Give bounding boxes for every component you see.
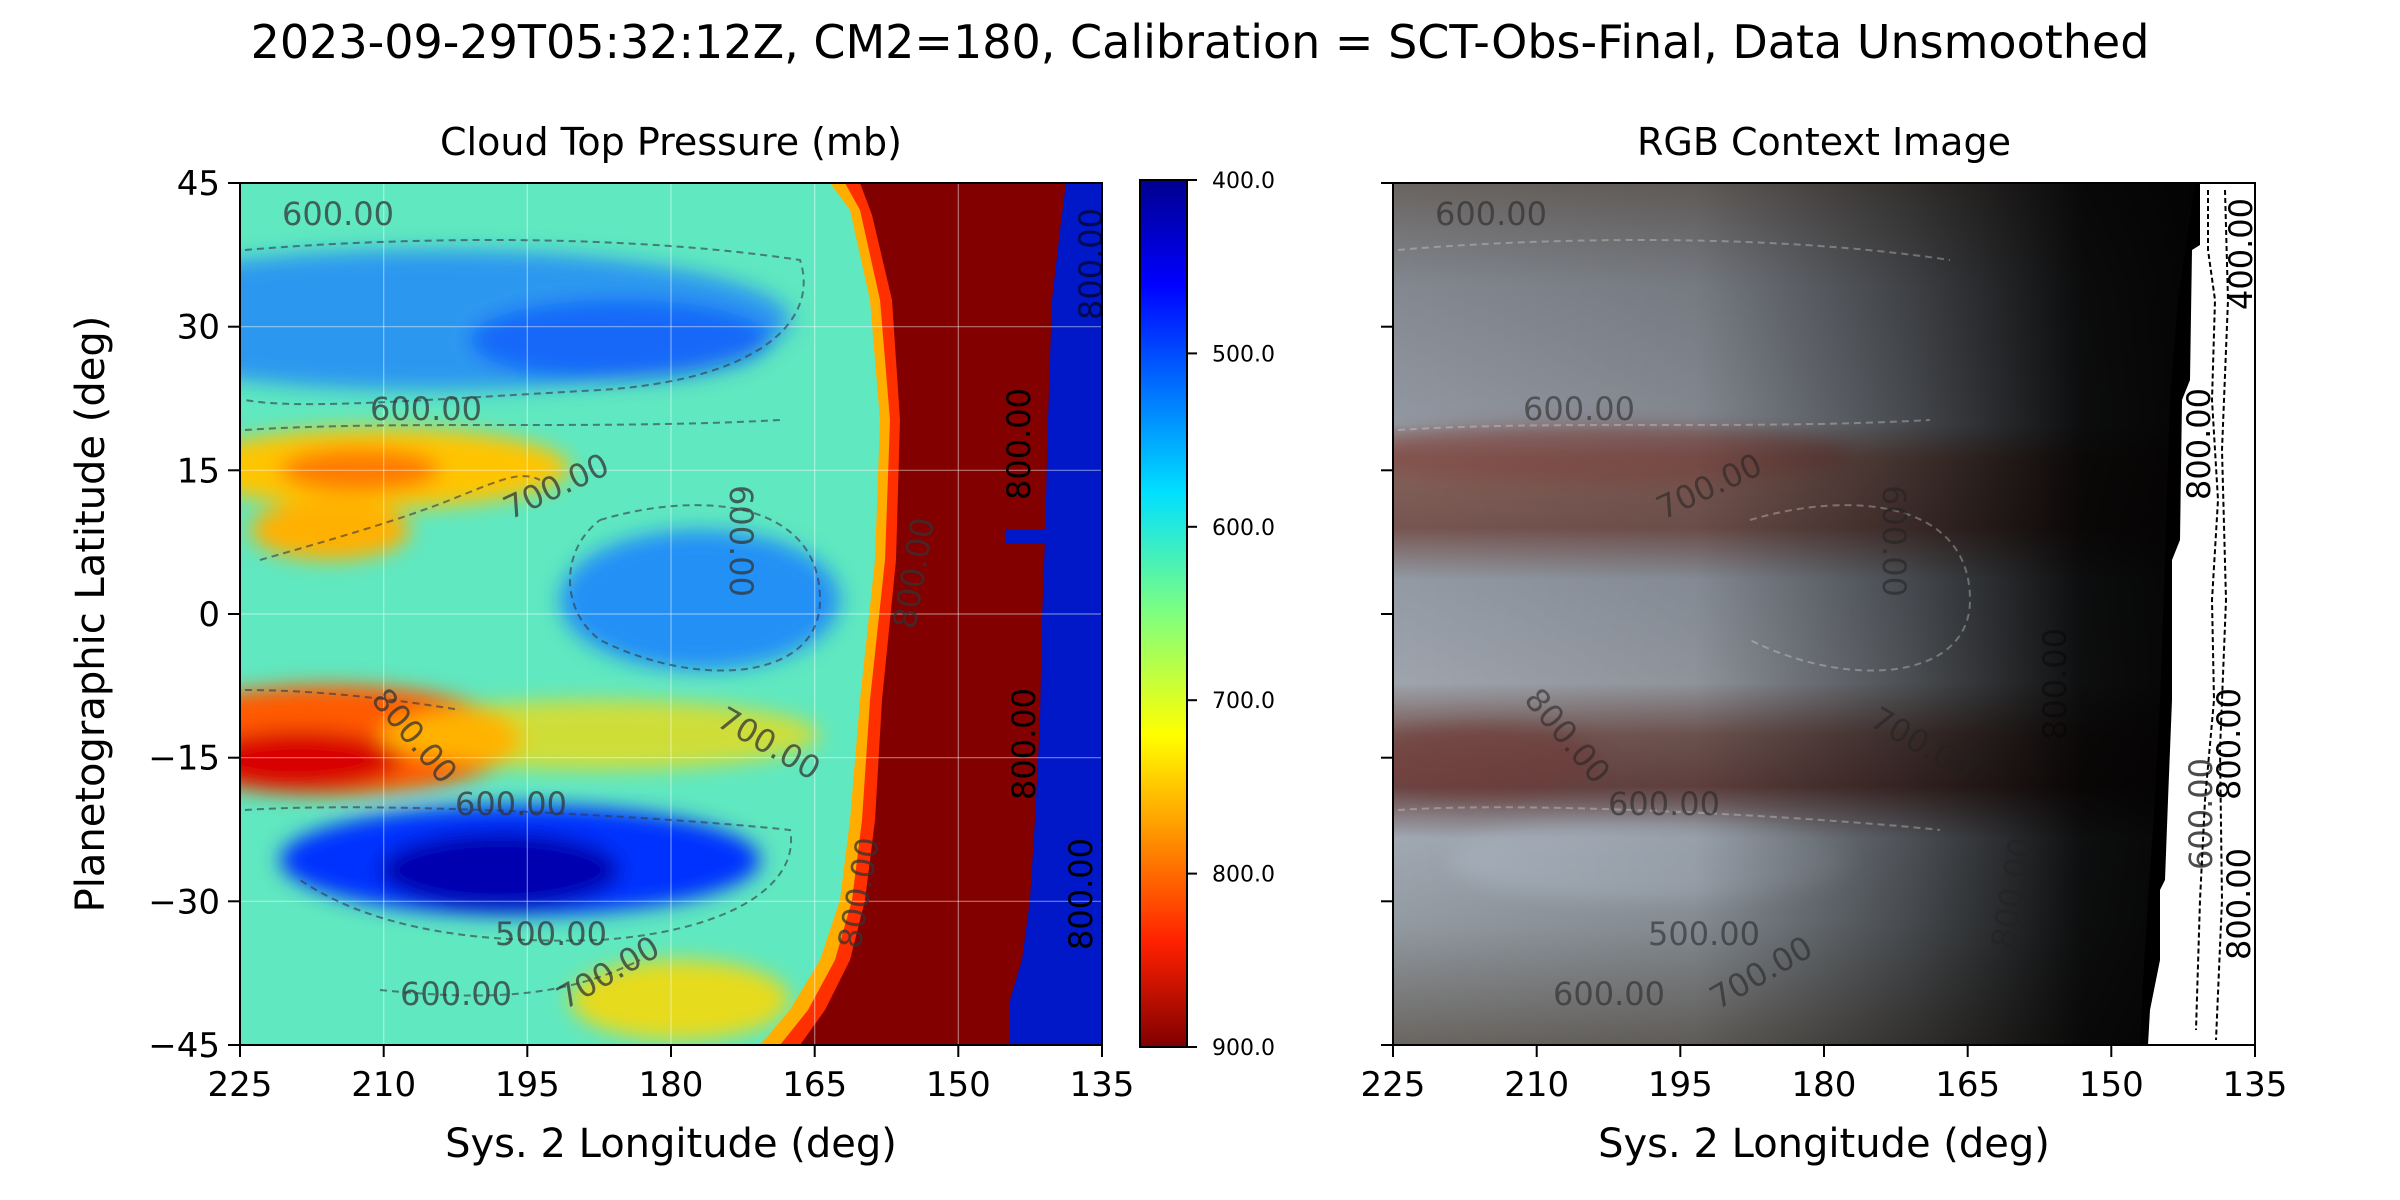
x-tick-label: 165 <box>1935 1065 2000 1105</box>
rgb-title: RGB Context Image <box>1637 120 2011 164</box>
x-tick-label: 195 <box>495 1065 560 1105</box>
y-tick-label: 15 <box>177 451 220 491</box>
x-tick-label: 210 <box>1504 1065 1569 1105</box>
colorbar-tick-label: 400.0 <box>1212 169 1275 194</box>
x-tick-label: 135 <box>1070 1065 1135 1105</box>
contour-label: 600.00 <box>722 485 760 597</box>
ctp-ticks <box>228 182 1103 1057</box>
contour-label: 800.00 <box>2180 388 2218 500</box>
contour-label: 600.00 <box>400 975 512 1013</box>
contour-label: 800.00 <box>1000 388 1038 500</box>
x-tick-label: 210 <box>351 1065 416 1105</box>
ctp-panel: Cloud Top Pressure (mb) <box>68 120 1134 1167</box>
y-tick-label: 0 <box>198 595 220 635</box>
x-tick-label: 225 <box>1361 1065 1426 1105</box>
contour-label: 800.00 <box>1005 688 1043 800</box>
y-tick-label: −15 <box>148 739 220 779</box>
contour-label: 600.00 <box>282 195 394 233</box>
contour-label: 800.00 <box>2210 688 2248 800</box>
ctp-x-axis-label: Sys. 2 Longitude (deg) <box>445 1121 897 1167</box>
x-tick-label: 195 <box>1648 1065 1713 1105</box>
x-tick-label: 165 <box>782 1065 847 1105</box>
colorbar-tick-label: 900.0 <box>1212 1036 1275 1061</box>
contour-label: 600.00 <box>1523 390 1635 428</box>
rgb-panel: RGB Context Image 600 <box>1361 120 2288 1167</box>
y-tick-label: −45 <box>148 1026 220 1066</box>
contour-label: 600.00 <box>1435 195 1547 233</box>
colorbar-tick-label: 500.0 <box>1212 342 1275 367</box>
figure-title: 2023-09-29T05:32:12Z, CM2=180, Calibrati… <box>251 15 2150 69</box>
ctp-y-axis-label: Planetographic Latitude (deg) <box>68 316 114 913</box>
colorbar-tick-label: 600.0 <box>1212 516 1275 541</box>
contour-label: 600.00 <box>2182 758 2220 870</box>
contour-label: 600.00 <box>1608 785 1720 823</box>
colorbar-tick-labels: 400.0 500.0 600.0 700.0 800.0 900.0 <box>1212 169 1275 1061</box>
y-tick-label: 30 <box>177 308 220 348</box>
contour-label: 800.00 <box>2036 628 2074 740</box>
colorbar-tick-label: 800.0 <box>1212 863 1275 888</box>
contour-label: 800.00 <box>1062 838 1100 950</box>
contour-label: 800.00 <box>1072 208 1110 320</box>
y-tick-label: 45 <box>177 164 220 204</box>
ctp-heatmap: 600.00 600.00 700.00 600.00 800.00 800.0… <box>240 183 1110 1045</box>
contour-label: 500.00 <box>1648 915 1760 953</box>
colorbar: 400.0 500.0 600.0 700.0 800.0 900.0 <box>1139 169 1275 1061</box>
contour-label: 600.00 <box>1553 975 1665 1013</box>
ctp-title: Cloud Top Pressure (mb) <box>440 120 902 164</box>
contour-label: 800.00 <box>2220 848 2258 960</box>
rgb-image: 600.00 600.00 700.00 600.00 800.00 700.0… <box>1393 183 2260 1045</box>
x-tick-label: 135 <box>2223 1065 2288 1105</box>
ctp-x-tick-labels: 225 210 195 180 165 150 135 <box>208 1065 1135 1105</box>
x-tick-label: 180 <box>1792 1065 1857 1105</box>
rgb-ticks <box>1381 182 2256 1057</box>
x-tick-label: 225 <box>208 1065 273 1105</box>
x-tick-label: 150 <box>926 1065 991 1105</box>
x-tick-label: 150 <box>2079 1065 2144 1105</box>
colorbar-gradient <box>1139 179 1188 1048</box>
contour-label: 600.00 <box>1875 485 1913 597</box>
rgb-x-tick-labels: 225 210 195 180 165 150 135 <box>1361 1065 2288 1105</box>
colorbar-tick-label: 700.0 <box>1212 689 1275 714</box>
contour-label: 400.00 <box>2222 198 2260 310</box>
y-tick-label: −30 <box>148 882 220 922</box>
contour-label: 600.00 <box>370 390 482 428</box>
contour-label: 600.00 <box>455 785 567 823</box>
ctp-y-tick-labels: 45 30 15 0 −15 −30 −45 <box>148 164 220 1066</box>
rgb-x-axis-label: Sys. 2 Longitude (deg) <box>1598 1121 2050 1167</box>
x-tick-label: 180 <box>639 1065 704 1105</box>
contour-label: 500.00 <box>495 915 607 953</box>
